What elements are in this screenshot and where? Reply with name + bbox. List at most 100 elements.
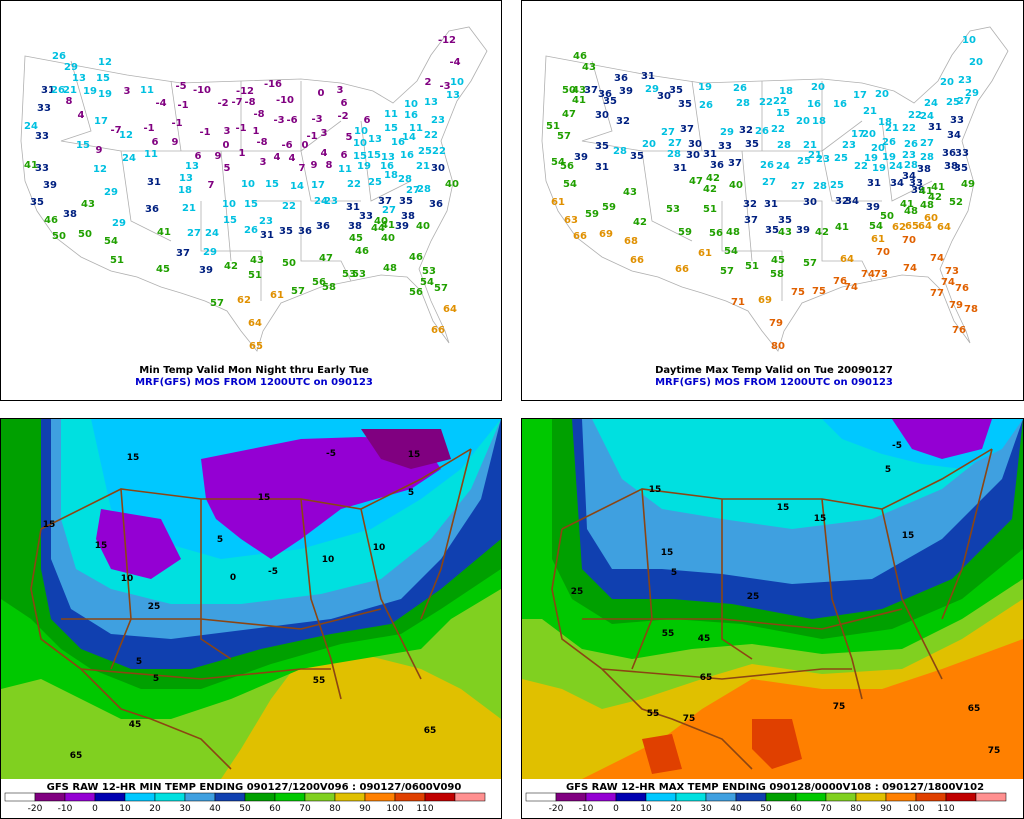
station-value: 32: [616, 116, 630, 127]
station-value: 36: [298, 226, 312, 237]
station-value: 30: [431, 163, 445, 174]
station-value: 13: [368, 134, 382, 145]
station-value: 61: [871, 234, 885, 245]
station-value: 59: [678, 227, 692, 238]
station-value: 33: [718, 141, 732, 152]
legend-swatch: [855, 792, 887, 802]
station-value: 29: [64, 62, 78, 73]
station-value: 74: [903, 263, 917, 274]
station-value: 19: [98, 89, 112, 100]
station-value: 42: [815, 227, 829, 238]
station-value: 8: [326, 160, 333, 171]
station-value: 18: [878, 117, 892, 128]
contour-label: 75: [833, 702, 846, 712]
station-value: 14: [290, 181, 304, 192]
station-value: 46: [355, 246, 369, 257]
station-value: 30: [688, 139, 702, 150]
station-value: 35: [30, 197, 44, 208]
station-value: 56: [560, 161, 574, 172]
station-value: 20: [642, 139, 656, 150]
gfs-min-temp-panel: 15 -5 15 15 5 15 15 5 -5 10 10 10 0 25 5 5 55 45 65 65 GFS …: [0, 418, 502, 819]
station-value: 36: [316, 221, 330, 232]
station-value: -4: [155, 98, 166, 109]
station-value: 16: [833, 99, 847, 110]
color-legend: -20 -10 0 10 20 30 40 50 60 70 80 90 100 110: [525, 792, 1007, 814]
legend-swatch: [424, 792, 456, 802]
station-value: 40: [374, 216, 388, 227]
station-value: 15: [76, 140, 90, 151]
station-value: 15: [384, 123, 398, 134]
station-value: 5: [346, 132, 353, 143]
contour-label: 15: [814, 514, 827, 524]
gfs-max-temp-panel: -5 5 15 15 15 15 15 5 25 25 55 45 65 55 75 75 75 65 GFS R…: [521, 418, 1024, 819]
legend-swatch: [64, 792, 96, 802]
station-value: 76: [952, 325, 966, 336]
station-value: 53: [352, 269, 366, 280]
station-value: 46: [44, 215, 58, 226]
station-value: 15: [96, 73, 110, 84]
contour-label: 15: [408, 450, 421, 460]
station-value: 4: [321, 148, 328, 159]
station-value: 3: [321, 128, 328, 139]
station-value: -12: [236, 86, 254, 97]
station-value: 1: [239, 148, 246, 159]
station-value: 26: [755, 126, 769, 137]
station-value: 28: [398, 174, 412, 185]
station-value: 19: [864, 153, 878, 164]
station-value: 74: [844, 282, 858, 293]
station-value: 32: [835, 196, 849, 207]
station-value: 79: [949, 300, 963, 311]
station-value: 41: [900, 199, 914, 210]
contour-label: 65: [700, 673, 713, 683]
legend-tick-label: 10: [640, 804, 652, 814]
station-value: 43: [778, 227, 792, 238]
station-value: 11: [338, 164, 352, 175]
station-value: 59: [602, 202, 616, 213]
station-value: 22: [908, 110, 922, 121]
station-value: 27: [957, 96, 971, 107]
station-value: 25: [946, 97, 960, 108]
station-value: 21: [885, 123, 899, 134]
station-value: 66: [675, 264, 689, 275]
station-value: 39: [199, 265, 213, 276]
station-value: 60: [924, 213, 938, 224]
station-value: 44: [371, 223, 385, 234]
legend-tick-label: 90: [880, 804, 892, 814]
station-value: 41: [24, 160, 38, 171]
station-value: 64: [443, 304, 457, 315]
station-value: 28: [777, 140, 791, 151]
station-value: 80: [771, 341, 785, 352]
legend-swatch: [454, 792, 486, 802]
station-value: 26: [760, 160, 774, 171]
station-value: 37: [728, 158, 742, 169]
legend-swatch: [184, 792, 216, 802]
station-value: 20: [796, 116, 810, 127]
station-value: 42: [633, 217, 647, 228]
legend-swatch: [945, 792, 977, 802]
legend-swatch: [585, 792, 617, 802]
station-value: 25: [368, 177, 382, 188]
legend-tick-label: 30: [179, 804, 191, 814]
station-value: 32: [743, 199, 757, 210]
station-value: 27: [791, 181, 805, 192]
legend-tick-label: 110: [937, 804, 954, 814]
station-value: 22: [759, 97, 773, 108]
station-value: 33: [359, 211, 373, 222]
station-value: 26: [52, 51, 66, 62]
station-value: -8: [244, 97, 255, 108]
station-value: -1: [143, 123, 154, 134]
legend-tick-label: 60: [269, 804, 281, 814]
legend-swatch: [975, 792, 1007, 802]
station-value: 3: [260, 157, 267, 168]
legend-swatch: [555, 792, 587, 802]
station-value: 29: [104, 187, 118, 198]
station-value: -8: [253, 109, 264, 120]
legend-tick-label: 10: [119, 804, 131, 814]
station-value: 36: [429, 199, 443, 210]
station-value: 31: [41, 85, 55, 96]
station-value: 35: [279, 226, 293, 237]
